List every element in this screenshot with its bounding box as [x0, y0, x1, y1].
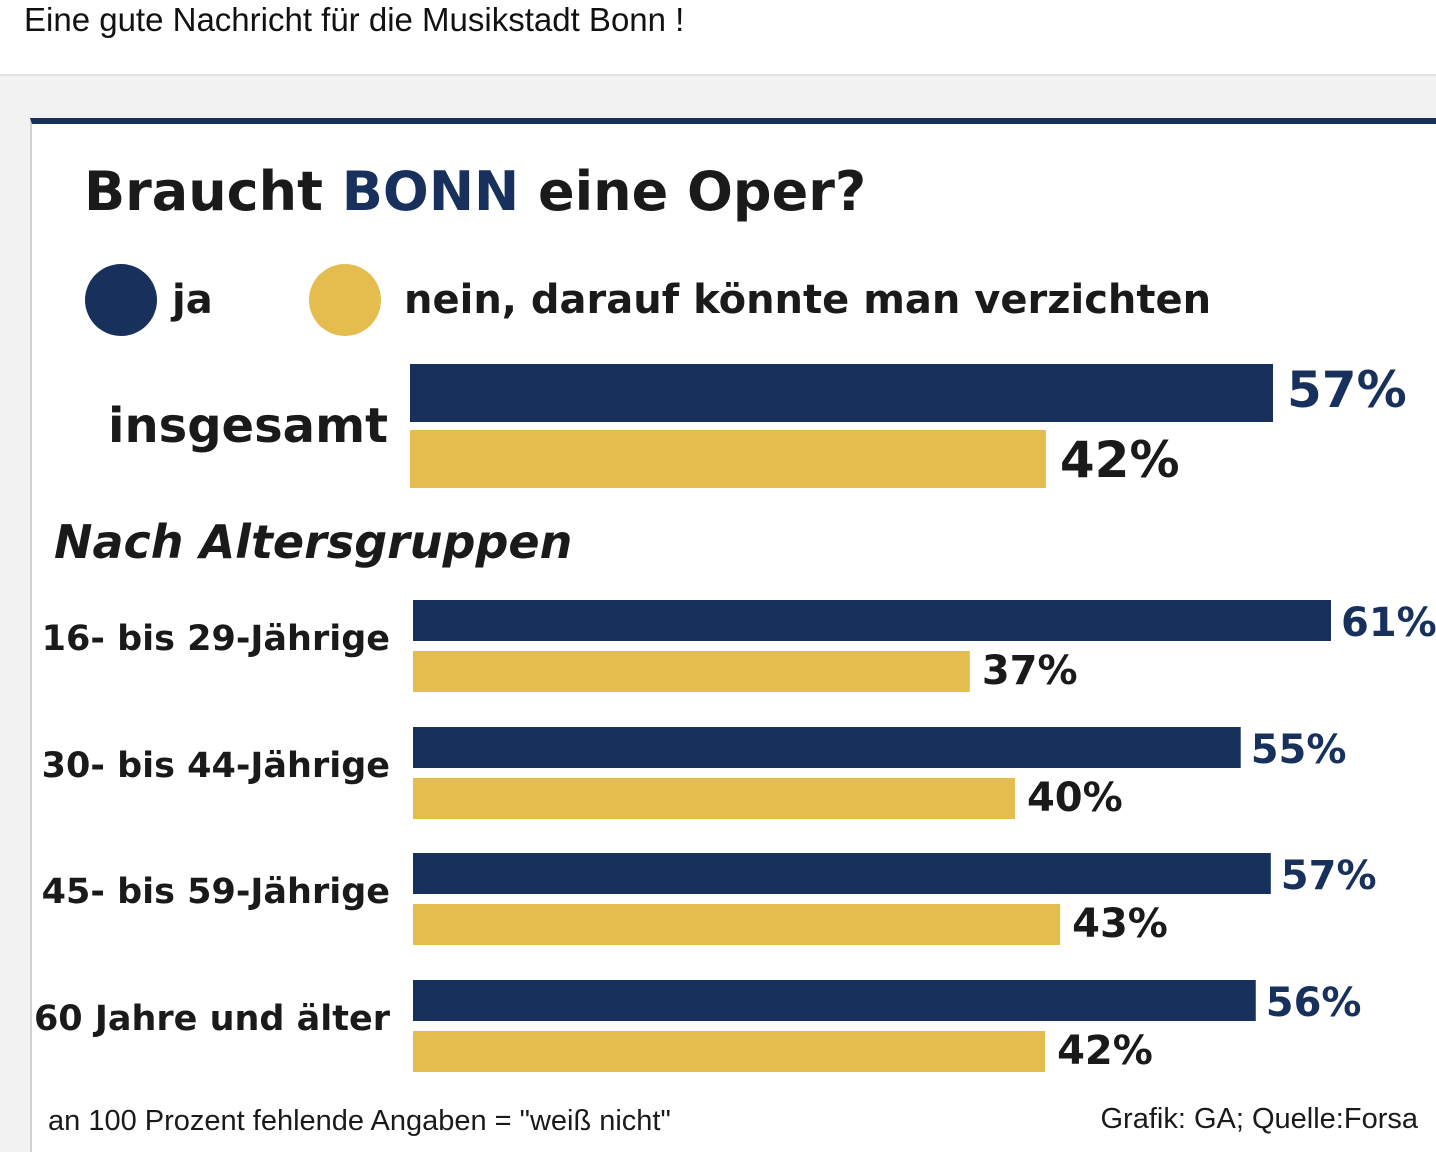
- category-label: 45- bis 59-Jährige: [42, 872, 390, 912]
- legend-ja-label: ja: [170, 277, 213, 323]
- post-header: Eine gute Nachricht für die Musikstadt B…: [0, 0, 1436, 76]
- category-label: 30- bis 44-Jährige: [42, 746, 390, 786]
- overall-bars: 57% 42%: [410, 361, 1407, 489]
- legend: ja nein, darauf könnte man verzichten: [85, 264, 1211, 336]
- bar-nein: [413, 1031, 1046, 1072]
- section-label: Nach Altersgruppen: [54, 515, 572, 569]
- value-label-ja: 61%: [1341, 600, 1436, 646]
- category-label: 60 Jahre und älter: [34, 999, 391, 1039]
- bar-nein: [413, 904, 1061, 945]
- post-text: Eine gute Nachricht für die Musikstadt B…: [24, 1, 685, 38]
- age-group-row: 60 Jahre und älter 56% 42%: [34, 980, 1362, 1074]
- bar-ja: [413, 727, 1241, 768]
- chart-title-prefix: Braucht: [84, 160, 342, 223]
- overall-bar-nein: [410, 430, 1046, 488]
- value-label-nein: 43%: [1072, 901, 1168, 947]
- value-label-nein: 37%: [982, 648, 1078, 694]
- value-label-nein: 42%: [1057, 1028, 1153, 1074]
- value-label-ja: 56%: [1266, 980, 1362, 1026]
- overall-value-label-nein: 42%: [1060, 431, 1180, 489]
- bar-ja: [413, 980, 1256, 1021]
- bar-nein: [413, 778, 1015, 819]
- category-label: 16- bis 29-Jährige: [42, 619, 390, 659]
- legend-nein-label: nein, darauf könnte man verzichten: [404, 277, 1211, 323]
- chart-title-suffix: eine Oper?: [519, 160, 866, 223]
- source-credit: Grafik: GA; Quelle:Forsa: [1101, 1103, 1419, 1135]
- overall-value-label-ja: 57%: [1287, 361, 1407, 419]
- overall-bar-ja: [410, 364, 1273, 422]
- age-group-row: 30- bis 44-Jährige 55% 40%: [42, 727, 1347, 821]
- value-label-ja: 57%: [1281, 853, 1377, 899]
- bar-ja: [413, 853, 1271, 894]
- value-label-ja: 55%: [1251, 727, 1347, 773]
- bar-nein: [413, 651, 970, 692]
- age-group-bars: 16- bis 29-Jährige 61% 37% 30- bis 44-Jähri…: [34, 600, 1436, 1074]
- age-group-row: 45- bis 59-Jährige 57% 43%: [42, 853, 1377, 947]
- chart-title: Braucht BONN eine Oper?: [84, 160, 866, 223]
- chart-title-accent: BONN: [342, 160, 519, 223]
- legend-ja-swatch: [85, 264, 157, 336]
- legend-nein-swatch: [309, 264, 381, 336]
- footnote: an 100 Prozent fehlende Angaben = "weiß …: [48, 1105, 671, 1137]
- overall-label: insgesamt: [108, 398, 388, 454]
- age-group-row: 16- bis 29-Jährige 61% 37%: [42, 600, 1436, 694]
- bar-ja: [413, 600, 1331, 641]
- value-label-nein: 40%: [1027, 775, 1123, 821]
